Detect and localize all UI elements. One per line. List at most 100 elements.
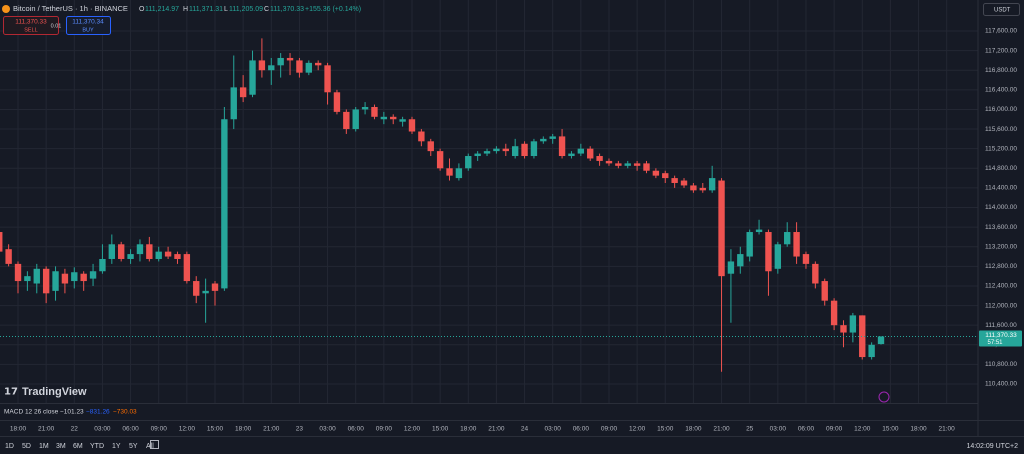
candle-body (699, 187, 706, 191)
plot-area (0, 0, 978, 403)
candle-body (174, 254, 181, 259)
x-tick-label: 12:00 (854, 426, 871, 433)
candle-body (849, 315, 857, 333)
x-tick-label: 15:00 (207, 426, 224, 433)
x-tick-label: 09:00 (826, 426, 843, 433)
timeframe-button[interactable]: 5D (22, 443, 31, 450)
last-price-label: 111,370.33 (985, 332, 1017, 339)
candle-body (671, 178, 678, 183)
candle-body (221, 119, 228, 289)
timeframe-button[interactable]: 1D (5, 443, 14, 450)
candle-body (99, 258, 106, 272)
candle-body (314, 62, 322, 66)
ohlc-value: 111,214.97 (145, 6, 179, 13)
bar-countdown: 57:51 (987, 340, 1003, 346)
candle-body (268, 65, 275, 71)
candle-body (286, 57, 294, 61)
y-tick-label: 114,000.00 (985, 204, 1017, 211)
candle-body (305, 62, 312, 73)
candle-body (868, 344, 875, 358)
date-range-icon[interactable] (150, 440, 159, 449)
candle-body (493, 148, 500, 152)
timeframe-bar: 1D 5D 1M 3M 6M YTD 1Y 5Y All (5, 443, 154, 450)
x-tick-label: 18:00 (10, 426, 27, 433)
candle-body (0, 232, 3, 252)
candle-body (108, 244, 116, 259)
x-tick-label: 06:00 (348, 426, 365, 433)
candle-body (793, 232, 800, 257)
currency-button[interactable] (983, 3, 1020, 16)
candle-body (727, 261, 735, 274)
quantity[interactable]: 0.01 (51, 23, 62, 29)
candle-body (71, 272, 78, 282)
y-tick-label: 116,000.00 (985, 106, 1017, 113)
x-tick-label: 25 (746, 426, 754, 433)
ohlc-value: 111,370.33 (270, 6, 304, 13)
timeframe-button[interactable]: 1Y (112, 443, 121, 450)
candle-body (343, 111, 350, 130)
candle-body (755, 229, 763, 233)
x-tick-label: 18:00 (460, 426, 477, 433)
candle-body (230, 87, 237, 120)
y-tick-label: 110,800.00 (985, 361, 1017, 368)
candle-body (258, 60, 266, 71)
indicator-label[interactable]: MACD 12 26 close (4, 409, 59, 416)
candle-body (155, 251, 162, 259)
brand-name[interactable]: TradingView (22, 386, 87, 398)
candle-body (708, 178, 716, 191)
ohlc-key: H (183, 6, 188, 13)
timeframe-button[interactable]: 6M (73, 443, 83, 450)
candle-body (624, 163, 631, 166)
candle-body (33, 268, 40, 284)
timeframe-button[interactable]: 5Y (129, 443, 138, 450)
x-tick-label: 21:00 (939, 426, 956, 433)
candle-body (615, 163, 622, 166)
y-tick-label: 111,600.00 (985, 322, 1017, 329)
candle-body (643, 163, 650, 171)
ohlc-value: 111,205.09 (229, 6, 263, 13)
x-tick-label: 18:00 (235, 426, 252, 433)
candle-body (502, 148, 509, 152)
x-tick-label: 18:00 (685, 426, 702, 433)
candle-body (521, 143, 528, 157)
candle-body (680, 180, 688, 186)
timeframe-button[interactable]: YTD (90, 443, 104, 450)
candle-body (633, 163, 641, 166)
candle-body (14, 263, 22, 282)
clock[interactable]: 14:02:09 UTC+2 (966, 443, 1018, 450)
candle-body (840, 325, 847, 333)
candle-body (652, 170, 660, 176)
candle-body (5, 249, 12, 264)
candle-body (483, 151, 491, 154)
timeframe-button[interactable]: 1M (39, 443, 49, 450)
candle-body (465, 156, 472, 169)
last-price-tag (979, 330, 1022, 347)
candle-body (193, 281, 200, 296)
candle-body (587, 148, 594, 159)
x-tick-label: 03:00 (770, 426, 787, 433)
buy-button[interactable] (66, 16, 111, 35)
candle-body (765, 232, 772, 272)
x-tick-label: 03:00 (94, 426, 111, 433)
candle-body (577, 148, 585, 154)
histogram-value: −730.03 (113, 409, 137, 416)
candle-body (568, 153, 575, 157)
y-tick-label: 112,400.00 (985, 283, 1017, 290)
x-tick-label: 12:00 (404, 426, 421, 433)
candle-body (296, 60, 303, 73)
sell-button[interactable] (3, 16, 59, 35)
candle-body (249, 60, 256, 95)
alert-icon[interactable] (878, 391, 890, 403)
candle-body (558, 136, 566, 157)
candle-body (183, 254, 191, 282)
currency-label: USDT (994, 8, 1011, 14)
candle-body (784, 232, 791, 245)
candle-body (427, 141, 434, 152)
candle-body (812, 263, 819, 284)
x-tick-label: 12:00 (629, 426, 646, 433)
symbol-title[interactable]: Bitcoin / TetherUS · 1h · BINANCE (13, 4, 128, 13)
candle-body (446, 168, 453, 176)
timeframe-button[interactable]: 3M (56, 443, 66, 450)
